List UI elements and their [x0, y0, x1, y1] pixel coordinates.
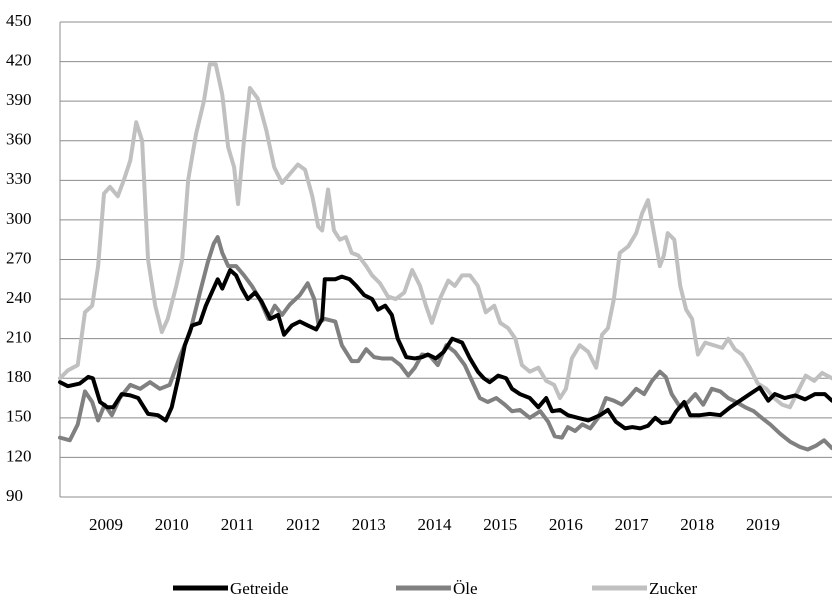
x-tick-label: 2017	[615, 515, 650, 534]
line-series	[58, 62, 832, 410]
y-tick-label: 90	[6, 486, 23, 505]
legend-item: Öle	[396, 579, 478, 598]
x-tick-label: 2013	[352, 515, 386, 534]
y-tick-label: 120	[6, 446, 32, 465]
line-series	[58, 268, 832, 431]
y-tick-label: 330	[6, 169, 32, 188]
x-tick-label: 2016	[549, 515, 583, 534]
x-tick-label: 2014	[418, 515, 453, 534]
x-tick-label: 2009	[89, 515, 123, 534]
y-tick-label: 210	[6, 328, 32, 347]
legend-label: Getreide	[230, 579, 289, 598]
legend-label: Öle	[453, 579, 478, 598]
legend-label: Zucker	[649, 579, 697, 598]
x-tick-label: 2018	[680, 515, 714, 534]
y-tick-label: 180	[6, 367, 32, 386]
x-tick-label: 2019	[746, 515, 780, 534]
x-tick-label: 2012	[286, 515, 320, 534]
legend-item: Zucker	[592, 579, 697, 598]
y-tick-label: 390	[6, 90, 32, 109]
y-tick-label: 270	[6, 248, 32, 267]
y-tick-label: 300	[6, 209, 32, 228]
legend-item: Getreide	[173, 579, 289, 598]
y-tick-label: 360	[6, 130, 32, 149]
x-tick-label: 2015	[483, 515, 517, 534]
x-tick-label: 2010	[155, 515, 189, 534]
y-tick-label: 450	[6, 11, 32, 30]
y-tick-label: 240	[6, 288, 32, 307]
y-tick-label: 420	[6, 50, 32, 69]
x-tick-label: 2011	[221, 515, 254, 534]
y-tick-label: 150	[6, 407, 32, 426]
